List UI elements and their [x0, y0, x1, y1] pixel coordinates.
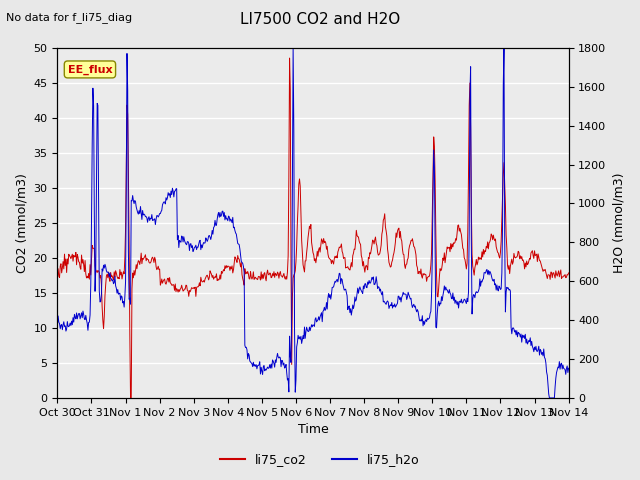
Y-axis label: CO2 (mmol/m3): CO2 (mmol/m3): [15, 173, 28, 273]
Legend: li75_co2, li75_h2o: li75_co2, li75_h2o: [215, 448, 425, 471]
X-axis label: Time: Time: [298, 423, 328, 436]
Text: No data for f_li75_diag: No data for f_li75_diag: [6, 12, 132, 23]
Text: EE_flux: EE_flux: [68, 64, 112, 74]
Y-axis label: H2O (mmol/m3): H2O (mmol/m3): [612, 173, 625, 273]
Text: LI7500 CO2 and H2O: LI7500 CO2 and H2O: [240, 12, 400, 27]
